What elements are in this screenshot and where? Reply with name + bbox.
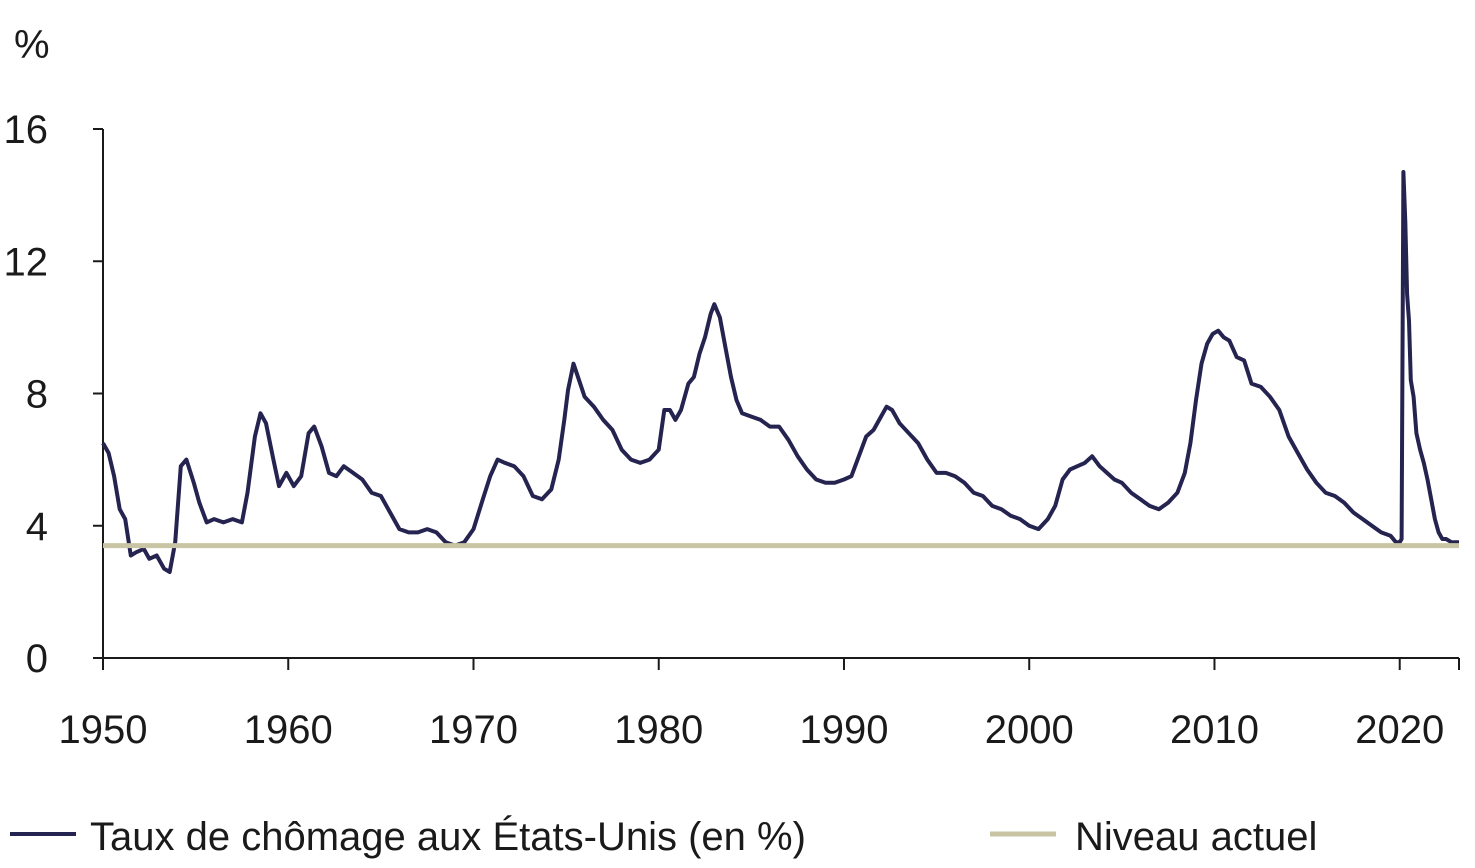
legend-item-current-level: Niveau actuel [990, 815, 1317, 859]
x-tick-label: 2000 [985, 708, 1074, 752]
x-tick-label: 1950 [59, 708, 148, 752]
x-tick-label: 2020 [1355, 708, 1444, 752]
series-layer [101, 170, 1459, 574]
x-tick-label: 2010 [1170, 708, 1259, 752]
y-tick-label: 12 [4, 240, 49, 284]
y-tick-label: 4 [26, 505, 48, 549]
y-axis: 0 4 8 12 16 [4, 108, 103, 681]
x-tick-label: 1970 [429, 708, 518, 752]
x-axis: 1950 1960 1970 1980 1990 2000 2010 2020 [59, 658, 1460, 752]
unemployment-rate-line [101, 170, 1459, 574]
legend-item-unemployment: Taux de chômage aux États-Unis (en %) [10, 814, 806, 859]
x-tick-label: 1960 [244, 708, 333, 752]
y-axis-unit-label: % [14, 23, 50, 67]
legend: Taux de chômage aux États-Unis (en %) Niv… [10, 814, 1317, 859]
y-tick-label: 0 [26, 637, 48, 681]
x-tick-label: 1980 [614, 708, 703, 752]
legend-label: Taux de chômage aux États-Unis (en %) [90, 814, 806, 859]
y-tick-label: 8 [26, 373, 48, 417]
y-tick-label: 16 [4, 108, 49, 152]
x-tick-label: 1990 [799, 708, 888, 752]
legend-label: Niveau actuel [1075, 815, 1317, 859]
